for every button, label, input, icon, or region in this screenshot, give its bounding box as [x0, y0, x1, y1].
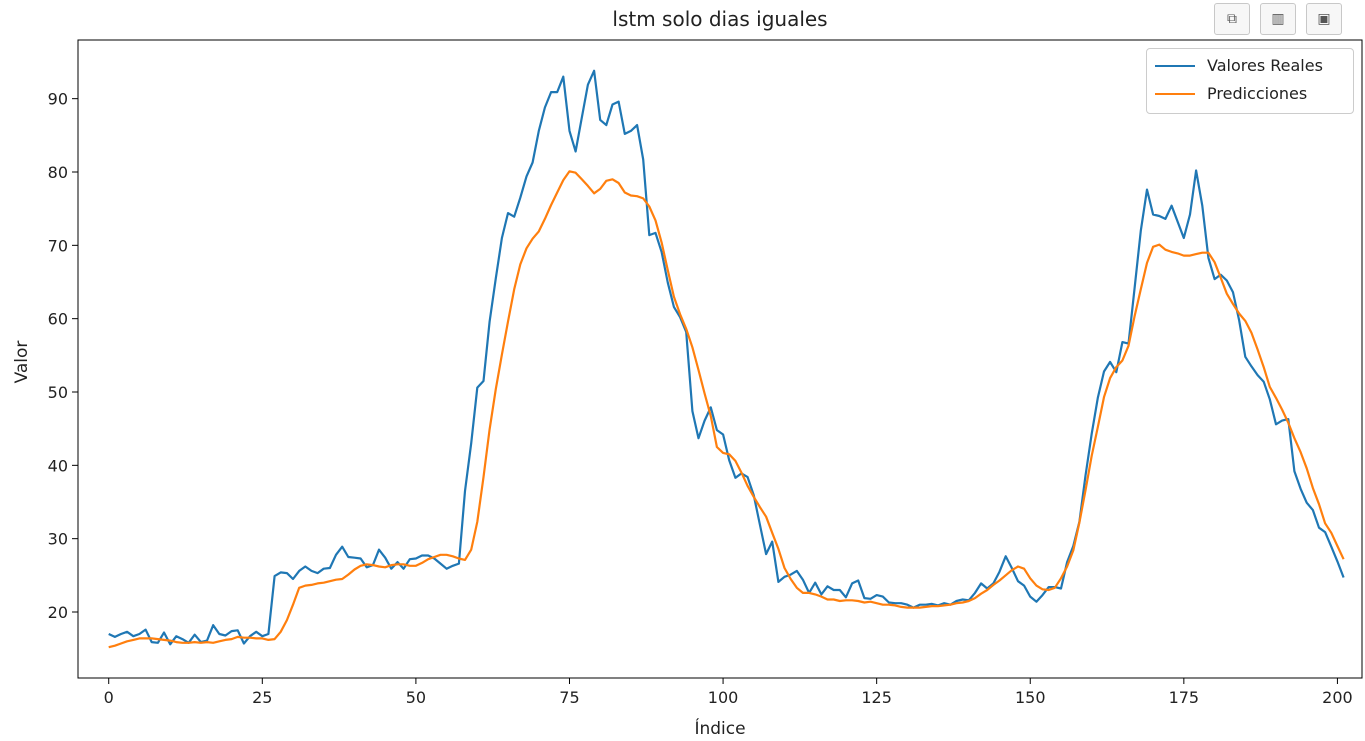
legend-label-predicciones: Predicciones: [1207, 84, 1308, 103]
save-icon: ▣: [1317, 11, 1331, 27]
bar-chart-icon: ▥: [1271, 11, 1285, 27]
series-line-predicciones: [108, 170, 1345, 649]
y-tick-label: 20: [48, 603, 68, 622]
x-axis-label: Índice: [694, 717, 745, 739]
y-axis-label: Valor: [12, 341, 32, 384]
ticks-layer: 0 25 50 75 100 125 150 175 200 20 30 40 50 60 70 80 90: [48, 90, 1353, 707]
y-tick-label: 60: [48, 310, 68, 329]
x-tick-label: 0: [104, 688, 114, 707]
x-tick-label: 100: [708, 688, 739, 707]
legend-label-valores-reales: Valores Reales: [1207, 56, 1323, 75]
legend-entry-valores-reales: Valores Reales: [1155, 56, 1323, 75]
bar-chart-button[interactable]: ▥: [1260, 3, 1296, 35]
y-tick-label: 50: [48, 383, 68, 402]
x-tick-label: 150: [1015, 688, 1046, 707]
axes-frame: [77, 39, 1363, 679]
copy-icon: ⧉: [1227, 11, 1237, 27]
series-layer: [108, 69, 1345, 649]
y-tick-label: 90: [48, 90, 68, 109]
y-tick-label: 40: [48, 456, 68, 475]
x-tick-label: 200: [1322, 688, 1353, 707]
legend-entry-predicciones: Predicciones: [1155, 84, 1307, 103]
legend-swatch-valores-reales: [1155, 64, 1195, 67]
x-tick-label: 50: [406, 688, 426, 707]
y-tick-label: 30: [48, 530, 68, 549]
x-tick-label: 25: [252, 688, 272, 707]
series-line-valores-reales: [108, 69, 1345, 646]
x-tick-label: 175: [1169, 688, 1200, 707]
x-tick-label: 125: [861, 688, 892, 707]
copy-button[interactable]: ⧉: [1214, 3, 1250, 35]
chart-title: lstm solo dias iguales: [612, 7, 827, 31]
legend: Valores Reales Predicciones: [1146, 48, 1354, 114]
chart-toolbar: ⧉ ▥ ▣: [1214, 3, 1342, 35]
y-tick-label: 70: [48, 236, 68, 255]
save-button[interactable]: ▣: [1306, 3, 1342, 35]
x-tick-label: 75: [559, 688, 579, 707]
y-tick-label: 80: [48, 163, 68, 182]
legend-swatch-predicciones: [1155, 92, 1195, 95]
